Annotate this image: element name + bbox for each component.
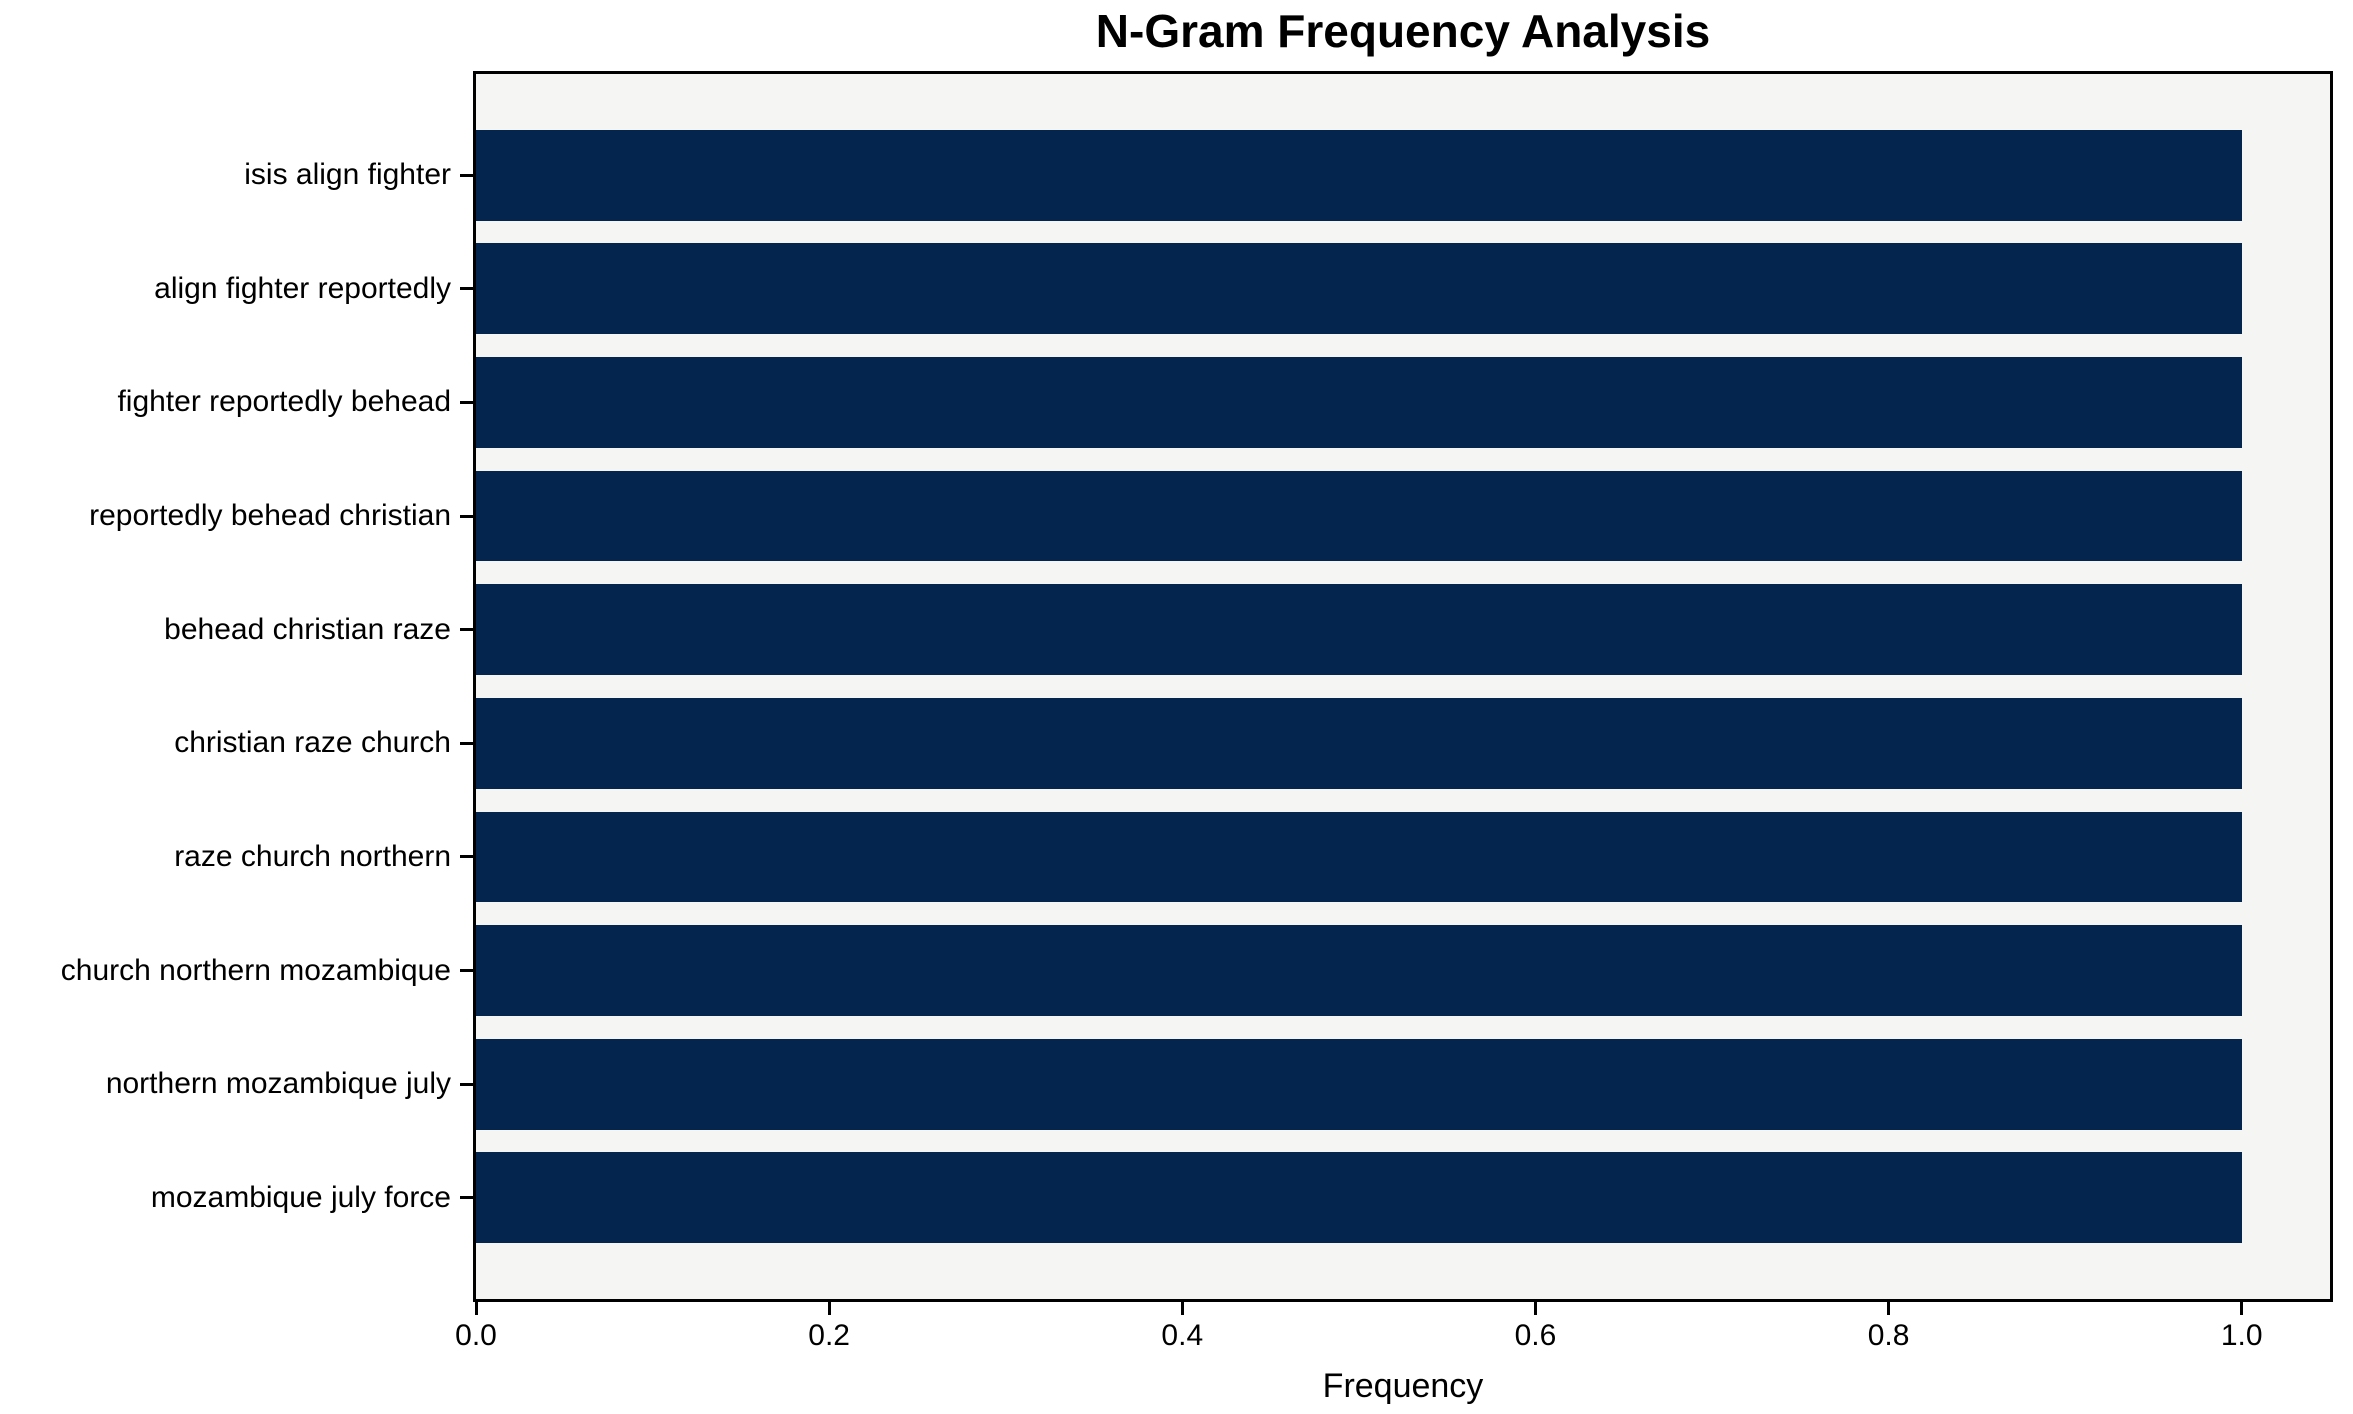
y-tick-label: align fighter reportedly — [154, 271, 451, 305]
x-tick-mark — [1533, 1302, 1537, 1315]
x-axis-title: Frequency — [1322, 1367, 1484, 1405]
x-tick-mark — [1887, 1302, 1891, 1315]
y-tick-mark — [460, 628, 473, 632]
y-tick-mark — [460, 400, 473, 404]
x-tick-mark — [474, 1302, 478, 1315]
y-tick-mark — [460, 287, 473, 291]
y-tick-label: isis align fighter — [244, 158, 451, 192]
y-tick-label: northern mozambique july — [105, 1067, 451, 1101]
x-tick-label: 1.0 — [2220, 1319, 2263, 1352]
bar — [476, 584, 2242, 676]
bar — [476, 1038, 2242, 1130]
x-tick-mark — [1180, 1302, 1184, 1315]
bar — [476, 356, 2242, 448]
x-tick-label: 0.4 — [1161, 1319, 1204, 1352]
x-tick-label: 0.0 — [455, 1319, 497, 1352]
x-tick-mark — [2240, 1302, 2244, 1315]
y-tick-mark — [460, 855, 473, 859]
y-tick-mark — [460, 969, 473, 973]
chart-title: N-Gram Frequency Analysis — [1095, 5, 1711, 57]
bar — [476, 925, 2242, 1017]
y-tick-label: christian raze church — [174, 726, 451, 760]
bar — [476, 1152, 2242, 1244]
y-tick-label: fighter reportedly behead — [117, 385, 451, 419]
x-tick-label: 0.6 — [1514, 1319, 1557, 1352]
y-tick-mark — [460, 1196, 473, 1200]
y-tick-label: raze church northern — [174, 839, 451, 873]
x-tick-label: 0.2 — [808, 1319, 850, 1352]
bar — [476, 470, 2242, 562]
bar — [476, 811, 2242, 903]
y-tick-label: behead christian raze — [164, 612, 451, 646]
y-tick-mark — [460, 741, 473, 745]
bar — [476, 697, 2242, 789]
y-tick-mark — [460, 1082, 473, 1086]
y-tick-label: church northern mozambique — [60, 953, 451, 987]
x-tick-label: 0.8 — [1867, 1319, 1910, 1352]
bar — [476, 243, 2242, 335]
y-tick-label: mozambique july force — [150, 1180, 451, 1214]
y-tick-mark — [460, 514, 473, 518]
bar — [476, 129, 2242, 221]
y-tick-mark — [460, 173, 473, 177]
y-tick-label: reportedly behead christian — [89, 499, 451, 533]
x-tick-mark — [827, 1302, 831, 1315]
